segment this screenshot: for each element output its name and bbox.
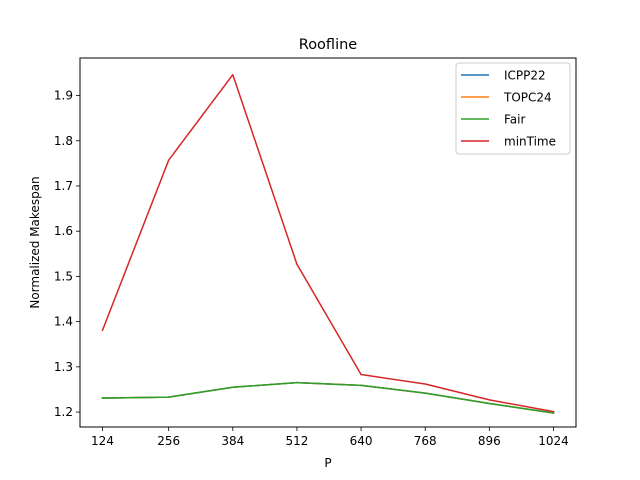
- y-tick-label: 1.7: [54, 179, 73, 193]
- x-tick-label: 640: [350, 434, 373, 448]
- legend: ICPP22 TOPC24 Fair minTime: [455, 62, 571, 155]
- x-tick-label: 768: [414, 434, 437, 448]
- series-line-mintime: [101, 73, 555, 413]
- legend-label: minTime: [504, 135, 556, 149]
- x-tick-label: 512: [285, 434, 308, 448]
- y-axis-label: Normalized Makespan: [28, 176, 42, 308]
- x-axis: 124 256 384 512 640 768 896 1024: [91, 427, 569, 448]
- x-tick-label: 256: [157, 434, 180, 448]
- y-tick-label: 1.9: [54, 89, 73, 103]
- y-tick-label: 1.8: [54, 134, 73, 148]
- legend-label: ICPP22: [504, 69, 546, 83]
- series-line-fair: [101, 381, 555, 414]
- legend-label: TOPC24: [503, 91, 552, 105]
- y-tick-label: 1.4: [54, 315, 73, 329]
- x-tick-label: 124: [91, 434, 114, 448]
- y-tick-label: 1.2: [54, 405, 73, 419]
- y-tick-label: 1.3: [54, 360, 73, 374]
- legend-box: [455, 62, 571, 155]
- x-tick-label: 896: [478, 434, 501, 448]
- y-tick-label: 1.6: [54, 224, 73, 238]
- plot-lines: [101, 73, 555, 414]
- plot-frame: [79, 57, 577, 428]
- y-tick-label: 1.5: [54, 269, 73, 283]
- y-axis: 1.2 1.3 1.4 1.5 1.6 1.7 1.8 1.9: [54, 89, 80, 419]
- x-axis-label: P: [324, 456, 331, 470]
- x-tick-label: 384: [221, 434, 244, 448]
- chart-title: Roofline: [299, 37, 358, 53]
- x-tick-label: 1024: [538, 434, 569, 448]
- legend-label: Fair: [504, 113, 525, 127]
